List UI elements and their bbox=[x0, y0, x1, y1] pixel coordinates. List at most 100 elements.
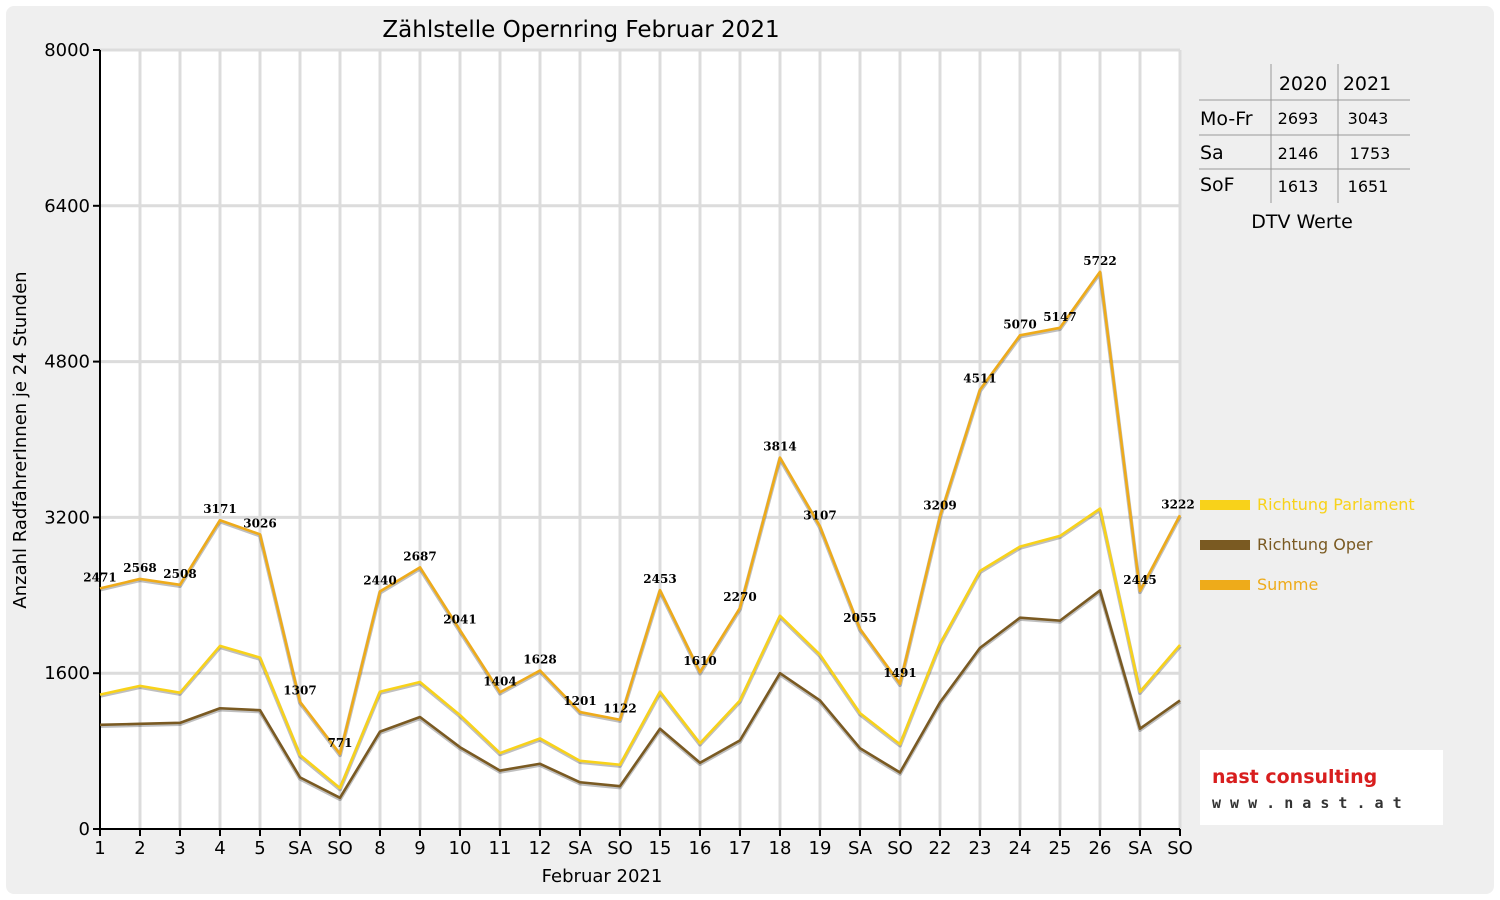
x-tick-label: SO bbox=[1167, 838, 1193, 859]
table-cell: 2146 bbox=[1278, 144, 1319, 163]
y-tick-labels: 0 1600 3200 4800 6400 8000 bbox=[44, 40, 90, 840]
legend-label-richtung-oper: Richtung Oper bbox=[1257, 535, 1373, 554]
x-tick-label: SO bbox=[887, 838, 913, 859]
legend-label-richtung-parlament: Richtung Parlament bbox=[1257, 495, 1415, 514]
y-tick-label: 0 bbox=[79, 819, 90, 840]
data-label: 2453 bbox=[643, 572, 676, 586]
data-labels: 2471 2568 2508 3171 3026 1307 771 2440 2687 2041 1… bbox=[83, 254, 1194, 750]
data-label: 5147 bbox=[1043, 310, 1076, 324]
data-label: 3171 bbox=[203, 502, 236, 516]
y-axis-title: Anzahl RadfahrerInnen je 24 Stunden bbox=[10, 271, 31, 608]
x-tick-label: SA bbox=[568, 838, 593, 859]
data-label: 3222 bbox=[1161, 497, 1194, 511]
data-label: 3814 bbox=[763, 440, 796, 454]
x-tick-label: SA bbox=[1128, 838, 1153, 859]
data-label: 5070 bbox=[1003, 317, 1036, 331]
horizontal-gridlines bbox=[100, 48, 1180, 675]
x-tick-label: SA bbox=[848, 838, 873, 859]
table-caption: DTV Werte bbox=[1251, 211, 1353, 233]
x-tick-label: SO bbox=[327, 838, 353, 859]
data-label: 3026 bbox=[243, 516, 276, 530]
data-label: 1307 bbox=[283, 684, 316, 698]
legend-swatch-richtung-oper bbox=[1200, 540, 1250, 550]
table-cell: 1651 bbox=[1348, 177, 1389, 196]
x-tick-labels: 1 2 3 4 5 SA SO 8 9 10 11 12 SA SO 15 16 17 18 19 SA SO 22 23 2… bbox=[94, 838, 1193, 859]
data-label: 2445 bbox=[1123, 573, 1156, 587]
x-tick-label: 2 bbox=[134, 838, 145, 859]
data-label: 2508 bbox=[163, 567, 196, 581]
data-label: 2055 bbox=[843, 611, 876, 625]
logo-name-text: nast consulting bbox=[1212, 766, 1377, 788]
x-tick-label: 26 bbox=[1089, 838, 1112, 859]
x-tick-label: SA bbox=[288, 838, 313, 859]
x-tick-label: 3 bbox=[174, 838, 185, 859]
table-row-label: Mo-Fr bbox=[1200, 108, 1253, 130]
legend-swatch-richtung-parlament bbox=[1200, 500, 1250, 510]
vertical-gridlines bbox=[138, 50, 1182, 829]
x-tick-label: 9 bbox=[414, 838, 425, 859]
plot-area bbox=[100, 50, 1180, 829]
y-tick-label: 6400 bbox=[44, 196, 90, 217]
x-tick-label: 1 bbox=[94, 838, 105, 859]
table-header-2020: 2020 bbox=[1279, 73, 1327, 95]
x-tick-label: 10 bbox=[449, 838, 472, 859]
data-label: 5722 bbox=[1083, 254, 1116, 268]
table-cell: 2693 bbox=[1278, 109, 1319, 128]
nast-consulting-logo: nast consulting w w w . n a s t . a t bbox=[1200, 750, 1443, 825]
table-cell: 1753 bbox=[1350, 144, 1391, 163]
legend-label-summe: Summe bbox=[1257, 575, 1318, 594]
data-label: 771 bbox=[327, 736, 352, 750]
legend: Richtung Parlament Richtung Oper Summe bbox=[1200, 495, 1415, 594]
y-tick-label: 4800 bbox=[44, 352, 90, 373]
y-tick-label: 1600 bbox=[44, 663, 90, 684]
logo-background bbox=[1200, 750, 1443, 825]
data-label: 2471 bbox=[83, 570, 116, 584]
data-label: 2440 bbox=[363, 573, 396, 587]
x-tick-label: 8 bbox=[374, 838, 385, 859]
table-header-2021: 2021 bbox=[1343, 73, 1391, 95]
data-label: 3107 bbox=[803, 508, 836, 522]
series-line-summe bbox=[99, 270, 1182, 756]
data-label: 1122 bbox=[603, 702, 636, 716]
data-label: 2568 bbox=[123, 561, 156, 575]
table-cell: 1613 bbox=[1278, 177, 1319, 196]
x-tick-label: 19 bbox=[809, 838, 832, 859]
x-tick-label: 25 bbox=[1049, 838, 1072, 859]
data-label: 1610 bbox=[683, 654, 716, 668]
data-label: 3209 bbox=[923, 499, 956, 513]
table-cell: 3043 bbox=[1348, 109, 1389, 128]
x-tick-label: 23 bbox=[969, 838, 992, 859]
x-tick-label: 5 bbox=[254, 838, 265, 859]
x-tick-label: SO bbox=[607, 838, 633, 859]
dtv-table: 2020 2021 Mo-Fr 2693 3043 Sa 2146 1753 S… bbox=[1199, 64, 1410, 233]
data-label: 1491 bbox=[883, 666, 916, 680]
x-tick-label: 11 bbox=[489, 838, 512, 859]
y-tick-label: 3200 bbox=[44, 507, 90, 528]
series-line-richtung-parlament bbox=[99, 507, 1181, 790]
x-tick-label: 18 bbox=[769, 838, 792, 859]
data-label: 1404 bbox=[483, 674, 516, 688]
x-tick-label: 24 bbox=[1009, 838, 1032, 859]
data-label: 2687 bbox=[403, 549, 436, 563]
logo-url: w w w . n a s t . a t bbox=[1212, 794, 1402, 812]
series-lines bbox=[99, 270, 1182, 802]
x-tick-label: 16 bbox=[689, 838, 712, 859]
logo-name: nast consulting bbox=[1212, 766, 1377, 788]
y-tick-label: 8000 bbox=[44, 40, 90, 61]
data-label: 2270 bbox=[723, 590, 756, 604]
table-row-label: Sa bbox=[1200, 142, 1224, 164]
x-tick-label: 22 bbox=[929, 838, 952, 859]
data-label: 4511 bbox=[963, 372, 996, 386]
series-line-richtung-oper bbox=[99, 589, 1181, 800]
table-row-label: SoF bbox=[1200, 174, 1235, 196]
axes bbox=[93, 49, 1181, 836]
x-tick-label: 12 bbox=[529, 838, 552, 859]
legend-swatch-summe bbox=[1200, 580, 1250, 590]
data-label: 2041 bbox=[443, 612, 476, 626]
x-tick-label: 17 bbox=[729, 838, 752, 859]
data-label: 1201 bbox=[563, 694, 596, 708]
x-tick-label: 4 bbox=[214, 838, 225, 859]
x-axis-title: Februar 2021 bbox=[542, 866, 663, 887]
chart-title: Zählstelle Opernring Februar 2021 bbox=[382, 17, 779, 43]
